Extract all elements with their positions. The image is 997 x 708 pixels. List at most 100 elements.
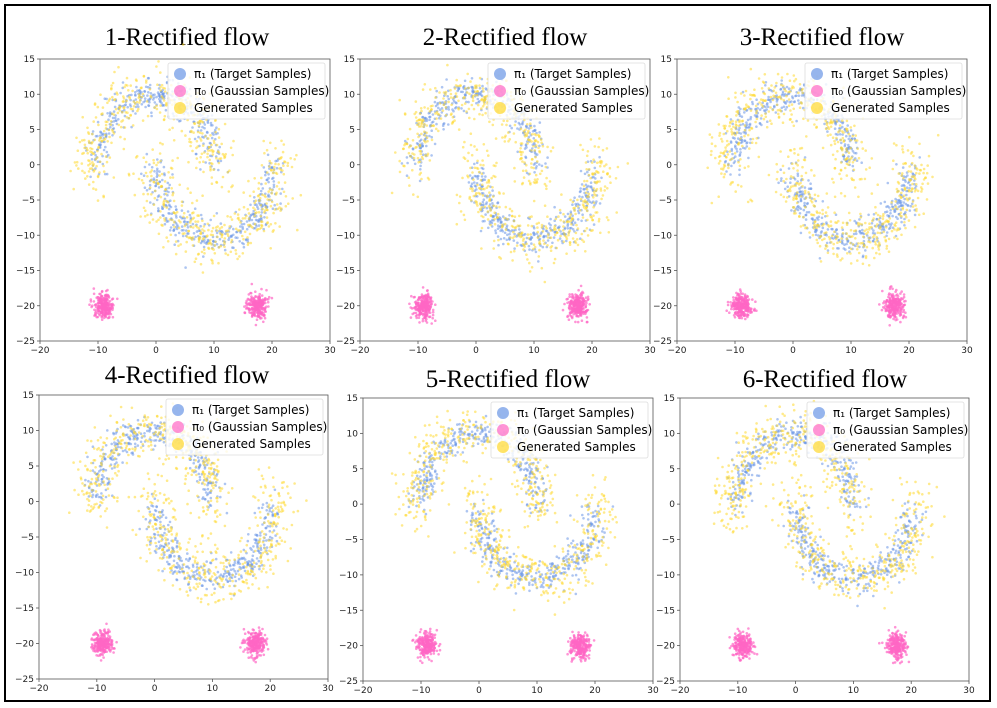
generated-point [157,182,160,185]
generated-point [89,150,92,153]
target-point [271,177,274,180]
generated-point [425,124,429,127]
target-point [202,245,206,249]
target-point [194,235,197,239]
generated-point [104,123,108,127]
generated-point [845,174,849,177]
target-point [146,94,149,97]
generated-point [773,86,777,89]
target-point [96,120,100,124]
generated-point [520,153,523,156]
target-point [751,102,754,106]
generated-point [238,255,241,258]
generated-point [198,236,202,239]
generated-point [710,201,714,205]
target-point [518,228,521,231]
y-tick-label: −5 [22,196,35,206]
generated-point [149,94,152,98]
generated-point [229,215,232,219]
generated-point [278,157,281,160]
target-point [260,182,263,186]
generated-point [821,212,824,216]
generated-point [424,154,427,157]
generated-point [159,185,163,189]
generated-point [462,96,466,100]
generated-point [474,200,477,203]
generated-point [123,106,126,109]
generated-point [137,93,141,96]
generated-point [521,242,525,246]
generated-point [98,171,101,174]
generated-point [849,126,853,129]
target-point [186,210,190,213]
generated-point [570,217,574,221]
generated-point [105,160,109,164]
target-point [420,142,424,145]
target-point [202,255,205,258]
target-point [155,171,159,175]
target-point [104,145,107,149]
generated-point [818,211,821,215]
gaussian-point [258,292,262,296]
generated-point [133,102,137,105]
generated-point [724,155,728,159]
gaussian-point [270,296,274,300]
y-tick-label: −25 [16,337,35,347]
target-point [516,241,519,245]
target-point [183,220,186,223]
generated-point [249,241,253,245]
generated-point [179,243,182,246]
generated-point [500,123,504,126]
generated-point [271,171,275,175]
generated-point [221,152,225,156]
generated-point [289,157,293,160]
generated-point [532,181,536,184]
generated-point [502,192,505,195]
generated-point [449,92,453,96]
target-point [895,163,898,166]
target-point [197,135,200,139]
target-point [739,132,743,135]
target-point [797,94,801,97]
generated-point [444,114,448,117]
target-point [524,144,528,147]
target-point [821,226,825,230]
generated-point [423,122,426,126]
generated-point [206,155,209,159]
generated-point [260,176,263,180]
generated-point [481,159,484,162]
generated-point [260,164,264,167]
generated-point [159,195,163,199]
generated-point [217,136,221,139]
target-point [136,103,139,106]
generated-point [236,257,239,261]
gaussian-point [260,287,263,291]
target-point [833,127,837,130]
generated-point [129,113,132,117]
gaussian-point [431,313,435,317]
generated-point [156,83,159,86]
gaussian-point [111,315,115,319]
target-point [860,161,863,164]
panel-title-2: 2-Rectified flow [422,24,588,51]
generated-point [416,132,419,136]
generated-point [592,201,596,205]
generated-point [208,241,211,245]
target-point [158,170,161,173]
generated-point [91,152,95,155]
generated-point [152,158,155,162]
generated-point [562,225,565,228]
target-point [123,108,126,112]
target-point [128,103,132,106]
generated-point [201,132,204,135]
generated-point [453,119,456,122]
generated-point [211,261,214,265]
generated-point [111,95,114,99]
generated-point [158,152,162,155]
generated-point [420,132,423,136]
target-point [147,104,151,108]
generated-point [478,187,482,190]
generated-point [214,119,217,122]
target-point [102,148,106,152]
generated-point [450,112,453,115]
